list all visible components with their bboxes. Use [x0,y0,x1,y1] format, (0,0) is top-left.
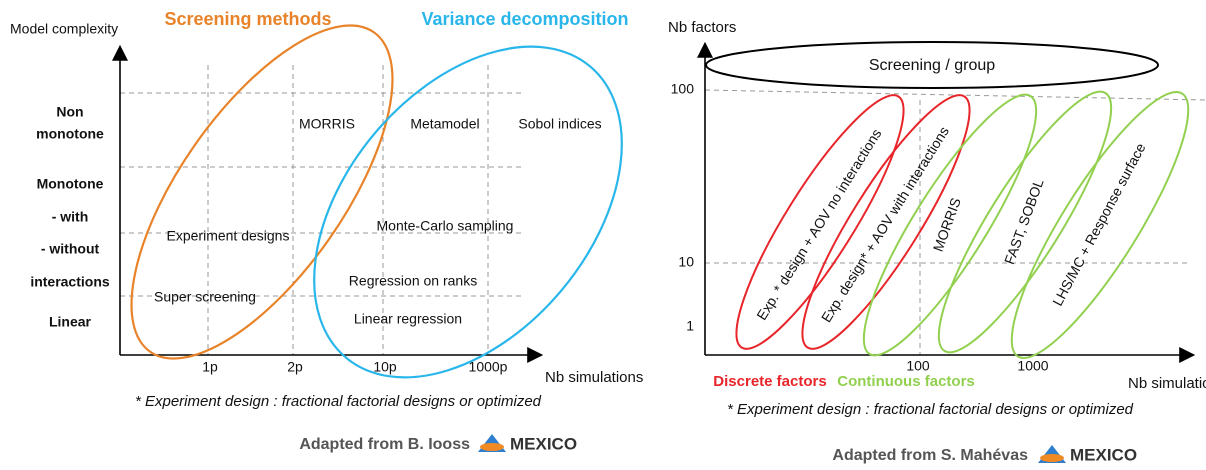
credit: Adapted from B. Iooss [299,436,470,453]
x-axis-label: Nb simulations [1128,375,1206,392]
screening-ellipse [130,24,394,360]
continuous-ellipse [1010,91,1190,359]
x-label: 1p [202,359,218,375]
logo-icon [480,443,504,451]
region-label: Super screening [154,289,256,305]
group-title: Screening methods [164,9,331,29]
grid [704,89,1206,101]
group-label: Screening / group [869,57,995,74]
discrete-ellipse [801,94,971,350]
region-label: Metamodel [410,116,479,132]
y-axis-label: Nb factors [668,19,736,36]
y-label: Monotone [37,176,104,192]
continuous-ellipse [937,90,1113,354]
y-label: interactions [30,274,110,290]
credit: Adapted from S. Mahévas [832,447,1028,464]
y-label: - with [52,209,89,225]
logo-text: MEXICO [510,434,577,453]
region-label: Experiment designs [167,228,290,244]
group-title: Variance decomposition [421,9,628,29]
screening-ellipse [705,41,1159,89]
left-diagram: Model complexity Screening methods Varia… [10,9,643,454]
method-label: Exp. * design + AOV no interactions [753,126,884,323]
x-label: 2p [287,359,303,375]
method-label: LHS/MC + Response surface [1049,140,1149,308]
method-label: Exp. design* + AOV with interactions [818,124,952,326]
y-label: 10 [678,254,694,270]
footnote: * Experiment design : fractional factori… [135,393,542,410]
x-label: 1000p [469,359,508,375]
y-axis-label: Model complexity [10,21,118,37]
region-label: Sobol indices [518,116,601,132]
legend-label: Discrete factors [713,373,826,390]
region-label: Linear regression [354,311,462,327]
x-label: 1000 [1017,358,1048,374]
region-label: Regression on ranks [349,273,477,289]
x-label: 100 [906,358,930,374]
region-label: Monte-Carlo sampling [377,218,514,234]
legend-label: Continuous factors [837,373,975,390]
y-label: monotone [36,126,104,142]
y-label: 100 [671,81,695,97]
x-label: 10p [373,359,397,375]
y-label: - without [41,241,100,257]
y-label: Linear [49,314,92,330]
region-label: MORRIS [299,116,355,132]
y-label: Non [56,104,83,120]
variance-ellipse [313,45,623,379]
right-diagram: Nb factors Screening / group 100 10 1 10… [668,19,1206,464]
x-axis-label: Nb simulations [545,369,643,386]
discrete-ellipse [735,94,905,350]
logo-icon [1040,454,1064,462]
y-label: 1 [686,318,694,334]
logo-text: MEXICO [1070,445,1137,464]
footnote: * Experiment design : fractional factori… [727,401,1134,418]
continuous-ellipse [862,93,1038,357]
